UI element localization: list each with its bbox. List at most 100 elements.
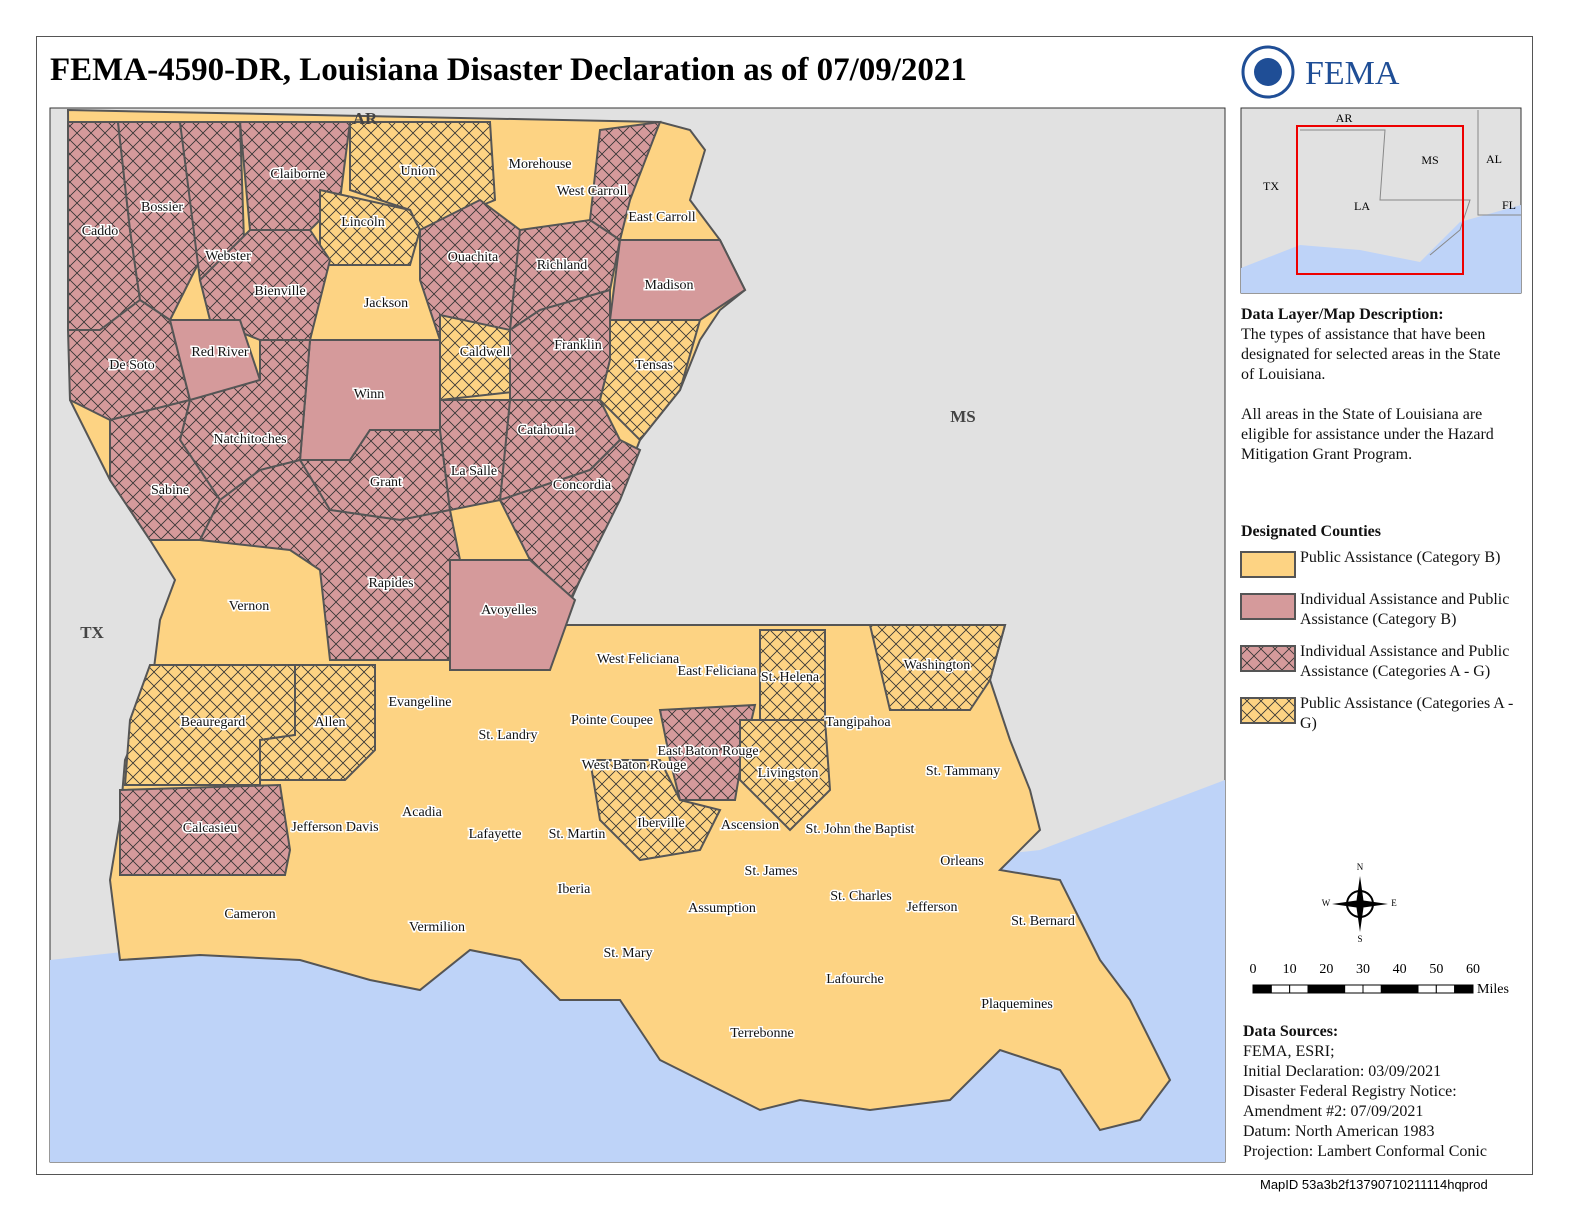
legend-swatch [1240,645,1296,672]
legend-item: Public Assistance (Categories A - G) [1240,694,1525,734]
parish-label: Avoyelles [481,603,537,618]
inset-border [1300,129,1471,256]
parish-area [598,319,702,442]
neighbor-label: AR [353,109,378,128]
scale-segment [1270,984,1291,994]
legend-swatch-rect [1240,645,1296,672]
scale-segment [1380,984,1401,994]
parish-label: Grant [370,475,402,490]
compass-label: N [1357,862,1364,872]
parish-label: Sabine [151,483,189,498]
legend-swatch-rect [1240,697,1296,724]
parish-label: Allen [314,715,345,730]
parish-label: Concordia [553,478,612,493]
parish-label: Assumption [688,901,756,916]
scale-unit: Miles [1477,982,1509,997]
parish-label: Acadia [402,805,442,820]
parish-label: Jefferson Davis [291,820,378,835]
parish-area [588,759,722,862]
parish-label: Bienville [254,284,305,299]
parish-label: Ouachita [448,250,499,265]
compass-label: W [1322,898,1331,908]
parish-label: St. Helena [761,670,820,685]
legend-item: Individual Assistance and Public Assista… [1240,642,1525,682]
parish-label: Iberia [558,882,591,897]
parish-label: Vermilion [409,920,465,935]
parish-label: St. Charles [830,889,891,904]
parish-label: St. Landry [478,728,537,743]
parish-label: Red River [191,345,248,360]
parish-label: Livingston [758,766,819,781]
source-line: Amendment #2: 07/09/2021 [1243,1103,1424,1120]
parish-area [588,120,662,242]
compass-label: E [1391,898,1397,908]
parish-label: Lincoln [341,215,385,230]
parish-label: Rapides [368,576,413,591]
parish-label: Union [401,164,436,179]
legend-swatch [1240,697,1296,724]
parish-label: Jefferson [906,900,957,915]
inset-border [1477,110,1521,216]
legend-label: Individual Assistance and Public Assista… [1300,643,1510,680]
scale-label: 0 [1250,962,1257,977]
parish-label: Cameron [224,907,275,922]
scale-label: 30 [1356,962,1370,977]
parish-area [439,399,512,512]
legend-heading: Designated Counties [1241,523,1382,540]
source-line: Disaster Federal Registry Notice: [1243,1083,1457,1100]
parish-label: East Feliciana [678,664,758,679]
scale-segment [1399,984,1419,994]
scale-segment [1417,984,1437,994]
inset-label: AR [1336,111,1353,125]
parish-label: West Carroll [557,184,628,199]
legend-label: Public Assistance (Category B) [1300,549,1501,566]
scale-segment [1325,984,1346,994]
scale-segment [1362,984,1382,994]
parish-label: Beauregard [181,715,246,730]
legend-item: Public Assistance (Category B) [1240,548,1525,578]
parish-label: St. James [745,864,798,879]
fema-seal-center [1254,58,1282,86]
parish-label: La Salle [451,464,497,479]
parish-area [449,559,577,671]
parish-label: Claiborne [270,167,325,182]
parish-label: Winn [354,387,385,402]
inset-label: TX [1263,179,1279,193]
source-line: Datum: North American 1983 [1243,1123,1435,1140]
parish-label: Vernon [229,599,269,614]
parish-label: Bossier [141,200,183,215]
parish-label: Jackson [364,296,408,311]
parish-label: Tensas [635,358,673,373]
parish-label: Richland [537,258,588,273]
parish-label: Lafayette [469,827,522,842]
parish-label: East Carroll [628,210,695,225]
scale-label: 40 [1393,962,1407,977]
parish-label: Webster [205,249,251,264]
parish-label: De Soto [109,358,155,373]
parish-label: East Baton Rouge [657,744,758,759]
scale-label: 50 [1429,962,1443,977]
compass-label: S [1357,934,1362,944]
inset-extent [1296,125,1464,275]
neighbor-label: TX [80,623,104,642]
inset-label: AL [1486,152,1502,166]
parish-label: St. Martin [549,827,606,842]
source-line: Projection: Lambert Conformal Conic [1243,1143,1487,1160]
parish-label: Pointe Coupee [571,713,653,728]
source-line: FEMA, ESRI; [1243,1043,1335,1060]
parish-area [739,719,832,832]
parish-label: Caldwell [460,345,511,360]
parish-label: Plaquemines [981,997,1053,1012]
parish-label: West Baton Rouge [582,758,687,773]
parish-label: St. Tammany [926,764,1000,779]
map-id: MapID 53a3b2f13790710211114hqprod [1260,1177,1488,1192]
parish-label: St. Mary [604,946,653,961]
legend-swatch-rect [1240,551,1296,578]
agency-name: FEMA [1305,55,1400,92]
parish-label: Tangipahoa [825,715,891,730]
source-line: Initial Declaration: 03/09/2021 [1243,1063,1442,1080]
sources: Data Sources: FEMA, ESRI; Initial Declara… [1243,1022,1487,1162]
parish-label: St. John the Baptist [806,822,915,837]
sources-heading: Data Sources: [1243,1023,1339,1040]
